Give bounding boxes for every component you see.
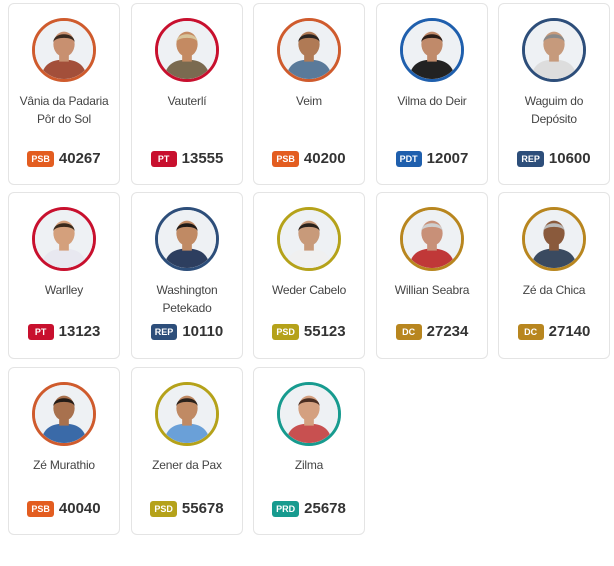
candidate-name: Zé da Chica bbox=[522, 283, 586, 297]
candidate-card[interactable]: Zé da Chica DC 27140 bbox=[498, 192, 610, 359]
candidate-photo bbox=[155, 207, 219, 271]
candidate-number: 27234 bbox=[426, 323, 469, 341]
candidate-meta: PT 13555 bbox=[132, 150, 242, 168]
candidate-meta: PRD 25678 bbox=[254, 500, 364, 518]
candidate-photo bbox=[400, 207, 464, 271]
candidate-card[interactable]: Waguim do Depósito REP 10600 bbox=[498, 3, 610, 185]
candidate-photo bbox=[32, 207, 96, 271]
party-badge: REP bbox=[150, 323, 178, 340]
party-badge: PDT bbox=[395, 150, 422, 167]
candidate-card[interactable]: Zener da Pax PSD 55678 bbox=[131, 367, 243, 535]
candidate-photo bbox=[277, 382, 341, 446]
candidate-meta: PSB 40200 bbox=[254, 150, 364, 168]
party-badge: PSB bbox=[27, 500, 54, 517]
candidate-card[interactable]: Zé Murathio PSB 40040 bbox=[8, 367, 120, 535]
candidate-photo bbox=[522, 18, 586, 82]
candidate-name: Willian Seabra bbox=[394, 283, 470, 297]
candidate-meta: REP 10110 bbox=[132, 323, 242, 341]
candidate-name: Weder Cabelo bbox=[271, 283, 347, 297]
candidate-meta: REP 10600 bbox=[499, 150, 609, 168]
candidate-card[interactable]: Vânia da Padaria Pôr do Sol PSB 40267 bbox=[8, 3, 120, 185]
candidate-meta: PDT 12007 bbox=[377, 150, 487, 168]
candidate-photo bbox=[155, 382, 219, 446]
candidate-meta: DC 27140 bbox=[499, 323, 609, 341]
candidate-number: 25678 bbox=[304, 500, 346, 518]
candidate-number: 55678 bbox=[181, 500, 224, 518]
candidate-name: Zilma bbox=[294, 458, 324, 472]
party-badge: REP bbox=[517, 150, 544, 167]
candidate-photo bbox=[155, 18, 219, 82]
party-badge: PRD bbox=[272, 500, 300, 517]
candidate-number: 13555 bbox=[181, 150, 224, 168]
candidate-meta: PSB 40267 bbox=[9, 150, 119, 168]
candidate-number: 40267 bbox=[58, 150, 101, 168]
candidate-card[interactable]: Vauterlí PT 13555 bbox=[131, 3, 243, 185]
candidate-name: Waguim do Depósito bbox=[524, 94, 584, 126]
party-badge: PSD bbox=[272, 323, 299, 340]
candidate-name: Vilma do Deir bbox=[397, 94, 467, 108]
candidate-photo bbox=[32, 18, 96, 82]
candidate-meta: PSB 40040 bbox=[9, 500, 119, 518]
candidate-name: Vauterlí bbox=[167, 94, 207, 108]
party-badge: PSB bbox=[27, 150, 54, 167]
party-badge: DC bbox=[395, 323, 422, 340]
candidate-number: 40040 bbox=[58, 500, 101, 518]
party-badge: PT bbox=[150, 150, 177, 167]
candidate-number: 12007 bbox=[426, 150, 469, 168]
candidate-meta: DC 27234 bbox=[377, 323, 487, 341]
candidate-name: Washington Petekado bbox=[156, 283, 218, 315]
candidate-number: 40200 bbox=[303, 150, 346, 168]
party-badge: PT bbox=[27, 323, 54, 340]
candidate-meta: PSD 55123 bbox=[254, 323, 364, 341]
candidate-name: Zé Murathio bbox=[33, 458, 95, 472]
candidate-card[interactable]: Veim PSB 40200 bbox=[253, 3, 365, 185]
candidate-name: Warlley bbox=[44, 283, 84, 297]
candidate-card[interactable]: Zilma PRD 25678 bbox=[253, 367, 365, 535]
candidate-card[interactable]: Weder Cabelo PSD 55123 bbox=[253, 192, 365, 359]
candidate-photo bbox=[32, 382, 96, 446]
candidate-photo bbox=[400, 18, 464, 82]
candidate-number: 27140 bbox=[548, 323, 591, 341]
candidate-number: 55123 bbox=[303, 323, 346, 341]
candidate-name: Zener da Pax bbox=[152, 458, 222, 472]
candidate-meta: PT 13123 bbox=[9, 323, 119, 341]
party-badge: DC bbox=[517, 323, 544, 340]
candidate-meta: PSD 55678 bbox=[132, 500, 242, 518]
candidate-number: 10110 bbox=[182, 323, 224, 341]
candidate-photo bbox=[277, 18, 341, 82]
candidate-photo bbox=[522, 207, 586, 271]
candidate-card[interactable]: Willian Seabra DC 27234 bbox=[376, 192, 488, 359]
party-badge: PSD bbox=[150, 500, 177, 517]
candidate-name: Veim bbox=[296, 94, 322, 108]
candidate-card[interactable]: Vilma do Deir PDT 12007 bbox=[376, 3, 488, 185]
party-badge: PSB bbox=[272, 150, 299, 167]
candidate-card[interactable]: Washington Petekado REP 10110 bbox=[131, 192, 243, 359]
candidate-photo bbox=[277, 207, 341, 271]
candidate-number: 10600 bbox=[548, 150, 591, 168]
candidate-name: Vânia da Padaria Pôr do Sol bbox=[19, 94, 109, 126]
candidate-number: 13123 bbox=[58, 323, 101, 341]
candidate-card[interactable]: Warlley PT 13123 bbox=[8, 192, 120, 359]
